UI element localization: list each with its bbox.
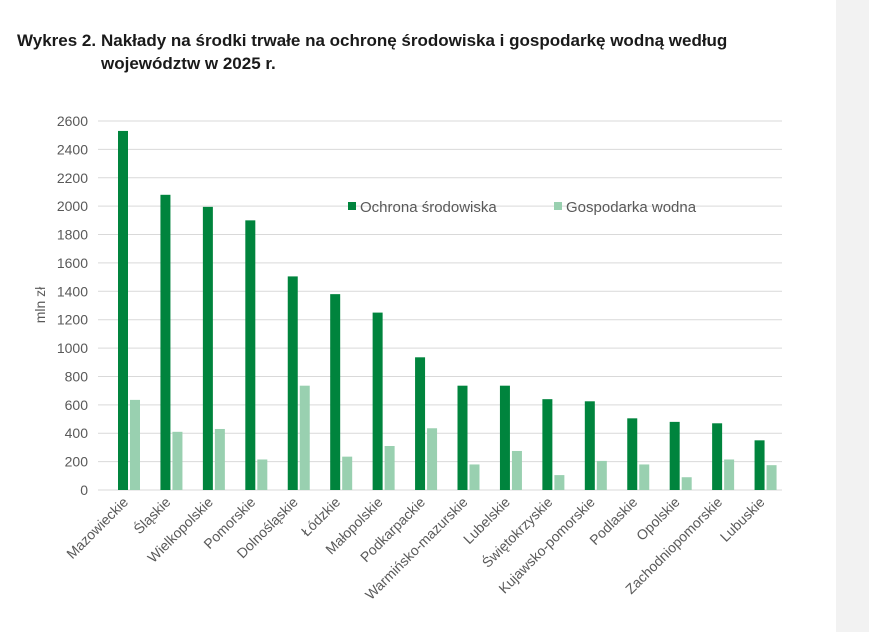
bar — [384, 446, 395, 490]
bar — [724, 459, 735, 490]
y-tick-label: 600 — [65, 397, 89, 413]
bar — [511, 450, 522, 490]
legend-label: Ochrona środowiska — [360, 199, 497, 216]
bar — [257, 459, 268, 490]
bar — [627, 418, 638, 490]
y-tick-label: 200 — [65, 454, 89, 470]
y-tick-label: 2600 — [57, 113, 88, 129]
bar — [681, 477, 692, 490]
figure-label: Wykres 2. — [17, 31, 97, 50]
series-gospodarka-wodna — [130, 385, 777, 490]
legend-label: Gospodarka wodna — [566, 199, 697, 216]
legend-swatch — [348, 202, 356, 210]
figure-title: Nakłady na środki trwałe na ochronę środ… — [101, 29, 761, 75]
bars — [118, 130, 777, 491]
y-tick-label: 800 — [65, 368, 89, 384]
bar — [130, 399, 140, 490]
legend-swatch — [554, 202, 562, 210]
bar — [202, 206, 213, 490]
y-tick-label: 1600 — [57, 255, 88, 271]
bar — [427, 428, 438, 490]
figure-title-line-1: Nakłady na środki trwałe na ochronę środ… — [101, 31, 728, 50]
bar — [415, 357, 426, 490]
bar — [372, 312, 383, 490]
bar — [245, 220, 256, 490]
y-tick-label: 1400 — [57, 283, 88, 299]
bar — [754, 440, 765, 490]
y-tick-label: 1000 — [57, 340, 88, 356]
bar — [542, 399, 553, 490]
bar — [160, 194, 171, 491]
bar — [469, 464, 480, 490]
bar — [214, 428, 225, 490]
series-ochrona-srodowiska — [118, 130, 765, 491]
y-tick-label: 1200 — [57, 312, 88, 328]
bar — [457, 385, 468, 490]
bar — [669, 421, 680, 490]
x-tick-label: Mazowieckie — [63, 494, 131, 562]
bar — [118, 130, 128, 490]
bar — [639, 464, 650, 490]
y-tick-label: 2200 — [57, 170, 88, 186]
bar — [712, 423, 723, 490]
y-axis-label: mln zł — [32, 286, 48, 323]
x-axis-ticks: Mazowieckie ŚląskieWielkopolskiePomorskie… — [63, 493, 768, 603]
y-tick-label: 400 — [65, 425, 89, 441]
bar — [584, 401, 595, 490]
y-tick-label: 1800 — [57, 227, 88, 243]
bar — [330, 294, 341, 490]
y-tick-label: 2000 — [57, 198, 88, 214]
bar — [342, 456, 353, 490]
figure-title-line-2: województw w 2025 r. — [101, 54, 276, 73]
side-panel — [836, 0, 869, 632]
bar — [554, 475, 565, 490]
legend: Ochrona środowiska Gospodarka wodna — [348, 199, 697, 216]
bar — [499, 385, 510, 490]
y-tick-label: 0 — [80, 482, 88, 498]
bar — [299, 385, 310, 490]
y-axis-ticks: 0 200 400 600 800 1000 1200 1400 1600 1800 2000 220… — [57, 113, 88, 498]
y-tick-label: 2400 — [57, 141, 88, 157]
x-tick-label: Lubuskie — [717, 494, 768, 545]
bar — [287, 276, 298, 490]
bar — [172, 431, 183, 490]
bar — [766, 465, 777, 490]
bar — [596, 460, 607, 490]
